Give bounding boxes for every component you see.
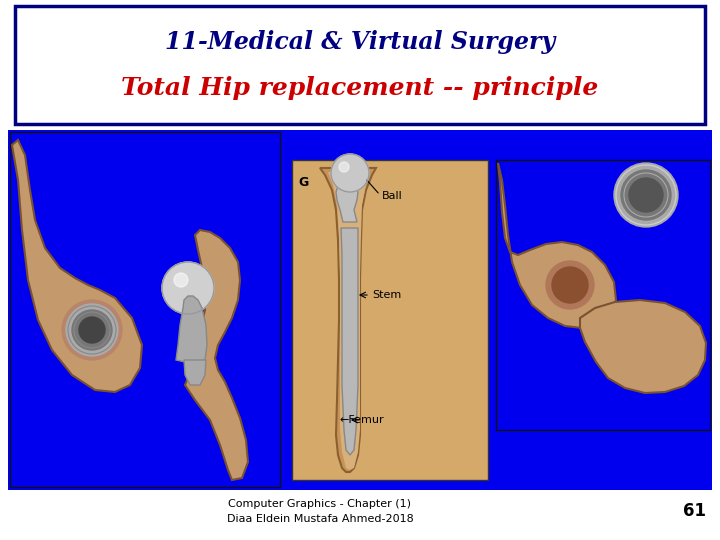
Polygon shape	[336, 183, 358, 222]
Circle shape	[339, 162, 349, 172]
Circle shape	[552, 267, 588, 303]
Circle shape	[162, 262, 214, 314]
Text: G: G	[298, 176, 308, 189]
Bar	[10, 132, 280, 487]
Circle shape	[331, 154, 369, 192]
Text: Diaa Eldein Mustafa Ahmed-2018: Diaa Eldein Mustafa Ahmed-2018	[227, 514, 413, 524]
Circle shape	[621, 170, 671, 220]
Circle shape	[546, 261, 594, 309]
Bar	[8, 130, 712, 490]
Polygon shape	[12, 140, 142, 392]
Text: 61: 61	[683, 502, 706, 520]
Bar	[496, 160, 710, 430]
Text: Stem: Stem	[372, 290, 401, 300]
Polygon shape	[176, 296, 207, 362]
Circle shape	[72, 310, 112, 350]
Polygon shape	[185, 230, 248, 480]
Polygon shape	[328, 172, 368, 470]
Polygon shape	[498, 163, 616, 328]
Text: 11-Medical & Virtual Surgery: 11-Medical & Virtual Surgery	[165, 30, 555, 54]
Circle shape	[174, 273, 188, 287]
Polygon shape	[184, 360, 206, 385]
Text: Ball: Ball	[382, 191, 402, 201]
FancyBboxPatch shape	[15, 6, 705, 124]
Polygon shape	[580, 300, 706, 393]
Circle shape	[66, 304, 118, 356]
Polygon shape	[341, 228, 358, 455]
Bar	[292, 160, 488, 480]
Polygon shape	[320, 168, 376, 472]
Text: Total Hip replacement -- principle: Total Hip replacement -- principle	[122, 76, 598, 100]
Circle shape	[79, 317, 105, 343]
Text: Computer Graphics - Chapter (1): Computer Graphics - Chapter (1)	[228, 499, 412, 509]
Circle shape	[629, 178, 663, 212]
Text: ←Femur: ←Femur	[340, 415, 384, 425]
Circle shape	[614, 163, 678, 227]
Circle shape	[62, 300, 122, 360]
